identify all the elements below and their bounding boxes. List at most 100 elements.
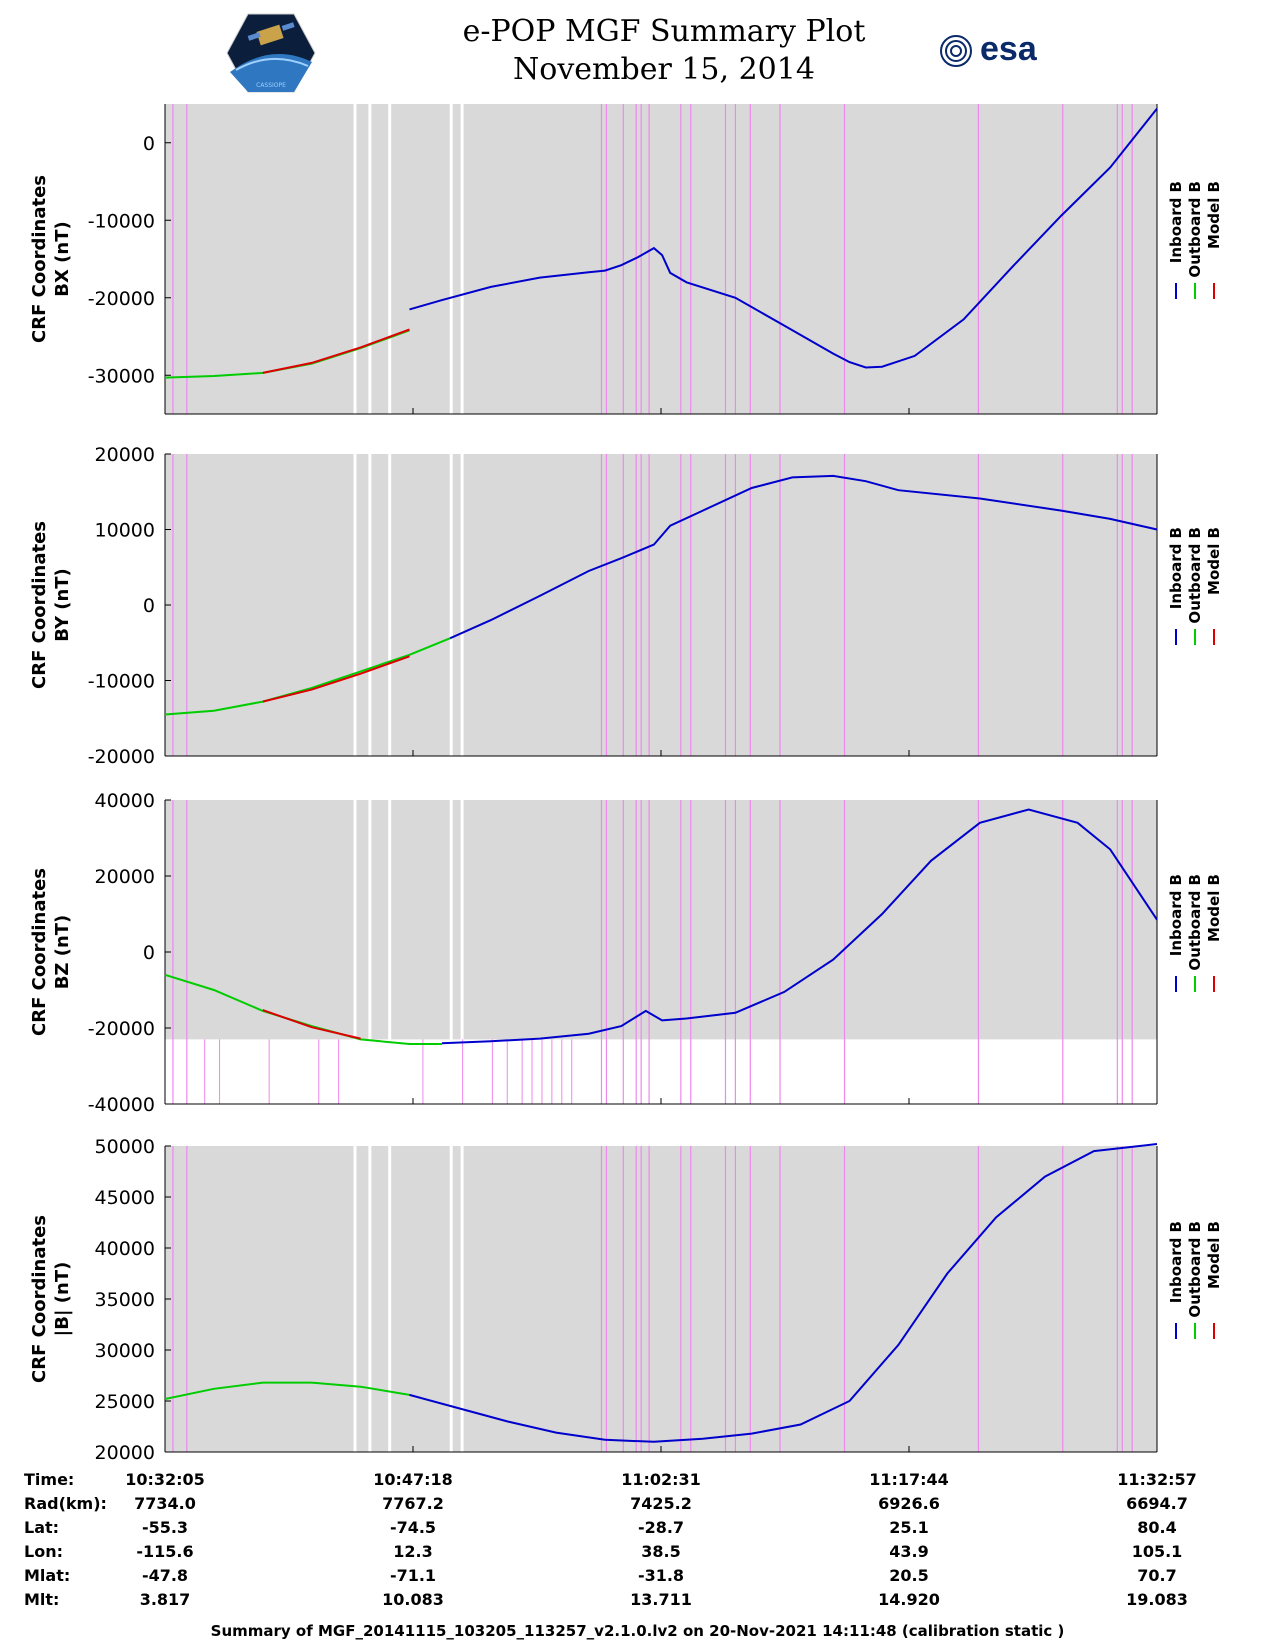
- info-cell: 38.5: [641, 1542, 681, 1561]
- data-gap-bar: [353, 1146, 357, 1452]
- y-tick-label: 45000: [95, 1187, 155, 1209]
- legend-label: Outboard B: [1186, 527, 1204, 624]
- data-gap-bar: [353, 104, 357, 414]
- data-gap-bar: [449, 104, 453, 414]
- y-tick-label: -10000: [88, 210, 155, 232]
- info-cell: 13.711: [630, 1590, 692, 1609]
- info-row-label: Mlat:: [24, 1566, 71, 1585]
- info-cell: 105.1: [1131, 1542, 1183, 1561]
- series-line-inboard-b: [409, 107, 1158, 369]
- data-gap-bar: [460, 800, 464, 1040]
- plot-date: November 15, 2014: [513, 52, 815, 87]
- y-tick-label: 0: [143, 133, 155, 155]
- y-tick-label: -30000: [88, 365, 155, 387]
- info-cell: -31.8: [637, 1566, 685, 1585]
- data-gap-bar: [388, 800, 392, 1040]
- plot-title: e-POP MGF Summary Plot: [462, 14, 866, 49]
- plot-background: [165, 800, 1157, 1040]
- y-axis-label-line1: CRF Coordinates: [29, 1215, 50, 1383]
- info-cell: 11:17:44: [869, 1470, 949, 1489]
- y-tick-label: 50000: [95, 1136, 155, 1158]
- y-tick-label: 30000: [95, 1340, 155, 1362]
- chart-panel-3: 40000 20000 0 -20000 -40000 CRF Coordinates BZ…: [29, 790, 1223, 1116]
- info-cell: 7425.2: [630, 1494, 692, 1513]
- data-gap-bar: [368, 1146, 372, 1452]
- y-tick-label: 25000: [95, 1391, 155, 1413]
- cassiope-logo-text: CASSIOPE: [256, 82, 286, 89]
- info-cell: 11:02:31: [621, 1470, 701, 1489]
- y-tick-label: 20000: [95, 444, 155, 466]
- legend-label: Outboard B: [1186, 181, 1204, 278]
- info-cell: 6926.6: [878, 1494, 940, 1513]
- info-row-label: Mlt:: [24, 1590, 60, 1609]
- series-line-inboard-b: [449, 474, 1158, 640]
- info-cell: 10:32:05: [125, 1470, 205, 1489]
- y-axis-label-line1: CRF Coordinates: [29, 175, 50, 343]
- legend-label: Outboard B: [1186, 1221, 1204, 1318]
- series-line-model-b: [262, 328, 410, 374]
- legend-label: Model B: [1205, 1221, 1223, 1289]
- y-axis-label-line1: CRF Coordinates: [29, 521, 50, 689]
- cassiope-logo-graphic: [226, 13, 316, 93]
- info-cell: -28.7: [637, 1518, 685, 1537]
- data-gap-bar: [460, 104, 464, 414]
- series-line-outboard-b: [164, 637, 451, 716]
- data-gap-bar: [449, 1146, 453, 1452]
- series-line-inboard-b: [409, 1143, 1158, 1443]
- esa-logo-text: esa: [980, 30, 1037, 68]
- y-tick-label: 0: [143, 595, 155, 617]
- series-line-model-b: [262, 655, 410, 703]
- data-gap-bar: [368, 104, 372, 414]
- chart-panel-1: 0 -10000 -20000 -30000 CRF Coordinates BX (nT…: [29, 104, 1223, 415]
- y-tick-label: -20000: [88, 288, 155, 310]
- info-cell: 10.083: [382, 1590, 444, 1609]
- data-gap-bar: [353, 800, 357, 1040]
- info-cell: 7767.2: [382, 1494, 444, 1513]
- info-cell: -47.8: [141, 1566, 189, 1585]
- data-gap-bar: [353, 454, 357, 756]
- info-cell: 25.1: [889, 1518, 929, 1537]
- info-cell: 10:47:18: [373, 1470, 453, 1489]
- legend-label: Inboard B: [1167, 527, 1185, 609]
- info-cell: 6694.7: [1126, 1494, 1188, 1513]
- info-cell: -55.3: [141, 1518, 189, 1537]
- info-cell: 80.4: [1137, 1518, 1177, 1537]
- chart-panel-2: 20000 10000 0 -10000 -20000 CRF Coordinates BY…: [29, 444, 1223, 768]
- data-gap-bar: [388, 1146, 392, 1452]
- y-tick-label: 40000: [95, 790, 155, 812]
- data-gap-bar: [368, 454, 372, 756]
- legend-label: Inboard B: [1167, 181, 1185, 263]
- y-tick-label: -10000: [88, 671, 155, 693]
- info-cell: 7734.0: [134, 1494, 196, 1513]
- info-cell: 70.7: [1137, 1566, 1177, 1585]
- legend-label: Outboard B: [1186, 874, 1204, 971]
- y-axis-label-line2: BX (nT): [52, 221, 73, 296]
- y-tick-label: -40000: [88, 1094, 155, 1116]
- info-cell: -115.6: [136, 1542, 194, 1561]
- plot-background: [165, 454, 1157, 756]
- y-tick-label: -20000: [88, 1018, 155, 1040]
- y-tick-label: 35000: [95, 1289, 155, 1311]
- y-tick-label: -20000: [88, 746, 155, 768]
- y-tick-label: 0: [143, 942, 155, 964]
- y-tick-label: 10000: [95, 520, 155, 542]
- info-cell: 20.5: [889, 1566, 929, 1585]
- legend-label: Model B: [1205, 181, 1223, 249]
- y-axis-label-line2: |B| (nT): [52, 1262, 73, 1337]
- y-tick-label: 20000: [95, 1442, 155, 1460]
- info-cell: 11:32:57: [1117, 1470, 1197, 1489]
- info-cell: 14.920: [878, 1590, 940, 1609]
- y-axis-label-line2: BZ (nT): [52, 915, 73, 990]
- series-line-outboard-b: [164, 973, 442, 1045]
- legend-label: Inboard B: [1167, 874, 1185, 956]
- esa-logo-swirl-icon: [938, 34, 974, 68]
- y-axis-label-line2: BY (nT): [52, 568, 73, 642]
- info-cell: 12.3: [393, 1542, 433, 1561]
- series-line-model-b: [262, 1009, 361, 1040]
- series-line-inboard-b: [441, 808, 1158, 1045]
- data-gap-bar: [388, 454, 392, 756]
- info-cell: 3.817: [139, 1590, 191, 1609]
- info-cell: 43.9: [889, 1542, 929, 1561]
- data-gap-bar: [368, 800, 372, 1040]
